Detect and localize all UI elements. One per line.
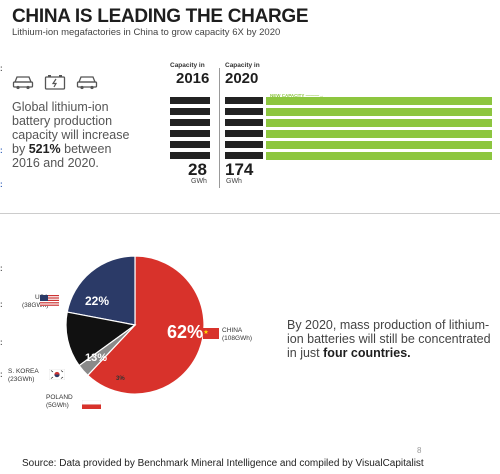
pie-slice-usa: [66, 255, 136, 326]
pie-slice-poland: [78, 324, 136, 377]
capacity-2016-bar: [170, 108, 210, 115]
edge-mark: :: [0, 146, 3, 155]
china-flag-icon: [203, 326, 219, 344]
pie-slice-label: 3%: [116, 376, 125, 382]
intro-text: Global lithium-ion battery production ca…: [12, 100, 142, 170]
section-divider: [0, 213, 500, 214]
battery-icon: [44, 74, 66, 90]
icon-row: [12, 74, 98, 90]
usa-flag-icon: [40, 293, 59, 311]
capacity-2020-base-bar: [225, 108, 263, 115]
capacity-2020-base-bar: [225, 141, 263, 148]
capacity-2016-bar: [170, 130, 210, 137]
new-capacity-bar: [266, 130, 492, 138]
capacity-2020-base-bar: [225, 97, 263, 104]
page-number: 8: [417, 446, 422, 455]
note-text: By 2020, mass production of lithium-ion …: [287, 318, 491, 360]
intro-line: Global lithium-ion: [12, 100, 109, 114]
pie-slice-label: 13%: [85, 352, 107, 364]
capacity-2016-bar: [170, 152, 210, 159]
capacity-2020-unit: GWh: [226, 178, 242, 185]
chart-title: CHINA IS LEADING THE CHARGE: [12, 6, 309, 27]
new-capacity-bar: [266, 119, 492, 127]
capacity-2020-base-bar: [225, 152, 263, 159]
pie-slice-china: [86, 255, 205, 395]
note-emphasis: four countries.: [323, 346, 411, 360]
capacity-2020-base-bar: [225, 119, 263, 126]
new-capacity-bar: [266, 141, 492, 149]
pie-slice-label: 22%: [85, 294, 109, 308]
edge-mark: :: [0, 264, 3, 273]
intro-line: 2016 and 2020.: [12, 156, 99, 170]
intro-line: by 521% between: [12, 142, 112, 156]
capacity-2020-base-bar: [225, 130, 263, 137]
capacity-2016-bar: [170, 119, 210, 126]
capacity-2016-unit: GWh: [191, 178, 207, 185]
chart-subtitle: Lithium-ion megafactories in China to gr…: [12, 27, 281, 38]
year-2020: 2020: [225, 70, 259, 87]
capacity-2016-bar: [170, 97, 210, 104]
edge-mark: :: [0, 370, 3, 379]
new-capacity-bar: [266, 108, 492, 116]
capacity-2016-bar: [170, 141, 210, 148]
poland-flag-icon: [81, 396, 102, 414]
capacity-2016-value: 28: [188, 160, 207, 179]
new-capacity-bar: [266, 97, 492, 105]
car-icon: [12, 74, 34, 90]
poland-label: POLAND (5GWh): [46, 394, 73, 409]
intro-line: battery production: [12, 114, 113, 128]
year-2016: 2016: [176, 70, 210, 87]
korea-label: S. KOREA (23GWh): [8, 368, 39, 383]
car-icon: [76, 74, 98, 90]
increase-percent: 521%: [28, 142, 61, 156]
new-capacity-label: NEW CAPACITY ———→: [270, 93, 324, 98]
new-capacity-bar: [266, 152, 492, 160]
capacity-2020-label: Capacity in: [225, 62, 260, 69]
pie-slice-s-korea: [65, 311, 137, 367]
edge-mark: :: [0, 338, 3, 347]
korea-flag-icon: [48, 367, 66, 385]
column-divider: [219, 68, 220, 188]
edge-mark: :: [0, 300, 3, 309]
capacity-2020-value: 174: [225, 160, 254, 179]
edge-mark: :: [0, 64, 3, 73]
pie-slice-label: 62%: [167, 322, 203, 342]
source-note: Source: Data provided by Benchmark Miner…: [22, 458, 424, 469]
pie-chart: 62% 22% 13% 3%: [65, 255, 205, 395]
intro-line: capacity will increase: [12, 128, 130, 142]
capacity-2016-label: Capacity in: [170, 62, 205, 69]
edge-mark: :: [0, 180, 3, 189]
china-label: CHINA (108GWh): [222, 327, 252, 342]
